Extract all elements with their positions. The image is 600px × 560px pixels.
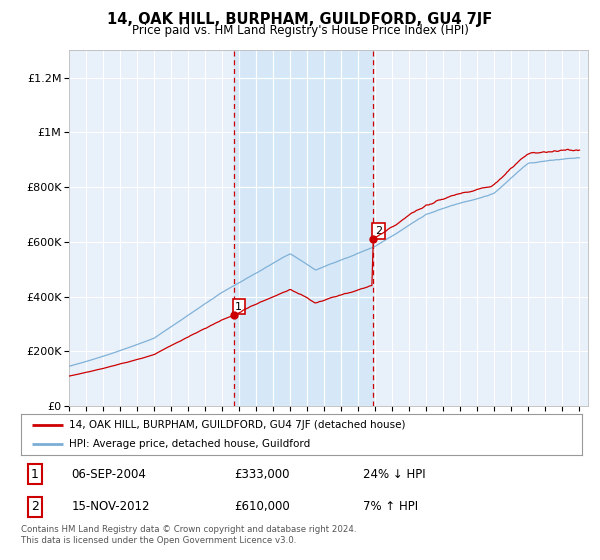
Text: Contains HM Land Registry data © Crown copyright and database right 2024.
This d: Contains HM Land Registry data © Crown c… [21, 525, 356, 545]
Text: 14, OAK HILL, BURPHAM, GUILDFORD, GU4 7JF: 14, OAK HILL, BURPHAM, GUILDFORD, GU4 7J… [107, 12, 493, 27]
Text: 7% ↑ HPI: 7% ↑ HPI [363, 501, 418, 514]
Text: 24% ↓ HPI: 24% ↓ HPI [363, 468, 426, 480]
Text: 2: 2 [375, 226, 382, 236]
Bar [234, 50, 373, 406]
Text: 1: 1 [31, 468, 39, 480]
Text: 06-SEP-2004: 06-SEP-2004 [71, 468, 146, 480]
Text: 2: 2 [31, 501, 39, 514]
Text: HPI: Average price, detached house, Guildford: HPI: Average price, detached house, Guil… [68, 438, 310, 449]
Text: Price paid vs. HM Land Registry's House Price Index (HPI): Price paid vs. HM Land Registry's House … [131, 24, 469, 36]
Text: £610,000: £610,000 [234, 501, 290, 514]
Text: 1: 1 [235, 302, 242, 312]
Text: 14, OAK HILL, BURPHAM, GUILDFORD, GU4 7JF (detached house): 14, OAK HILL, BURPHAM, GUILDFORD, GU4 7J… [68, 420, 405, 430]
Text: 15-NOV-2012: 15-NOV-2012 [71, 501, 150, 514]
Text: £333,000: £333,000 [234, 468, 290, 480]
